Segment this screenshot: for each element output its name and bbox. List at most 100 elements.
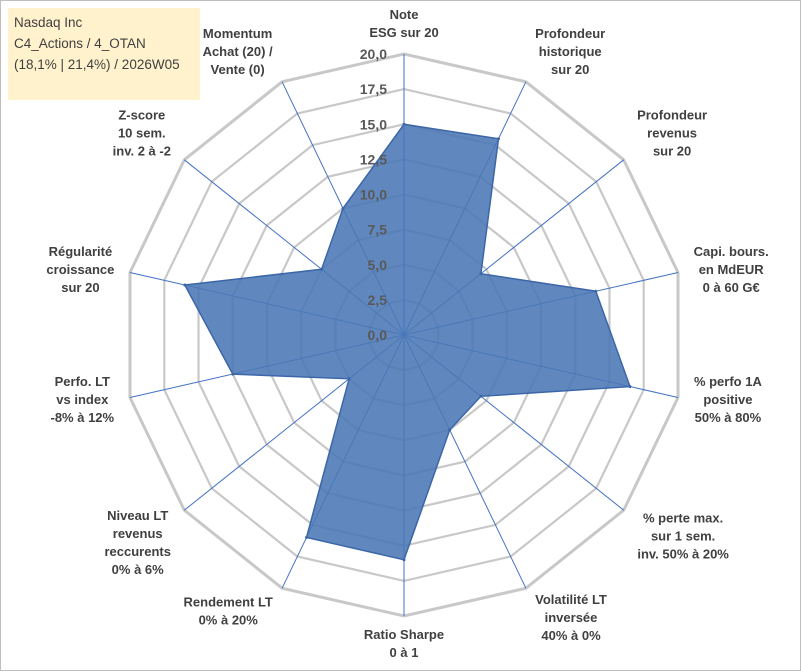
- axis-label-line: 0% à 6%: [112, 562, 164, 577]
- axis-label-line: Capi. bours.: [694, 244, 769, 259]
- axis-label-line: inversée: [545, 610, 598, 625]
- axis-label-line: Profondeur: [535, 26, 605, 41]
- axis-label: Régularité croissance sur 20: [46, 244, 114, 295]
- data-point: [594, 289, 598, 293]
- info-company: Nasdaq Inc: [14, 15, 83, 30]
- axis-label: Volatilité LT inversée 40% à 0%: [535, 592, 607, 643]
- info-box: Nasdaq Inc C4_Actions / 4_OTAN (18,1% | …: [8, 8, 200, 100]
- axis-label-line: Vente (0): [211, 62, 265, 77]
- tick-label: 12,5: [360, 151, 387, 167]
- axis-label-text: Profondeur historique sur 20: [535, 26, 605, 77]
- axis-label-line: croissance: [46, 262, 114, 277]
- axis-label-line: Achat (20) /: [203, 44, 273, 59]
- axis-label-line: Note: [390, 7, 419, 22]
- tick-labels: 0,0 2,5 5,0 7,5 10,0 12,5 15,0 17,5 20,0: [360, 46, 387, 343]
- axis-label-line: Ratio Sharpe: [364, 627, 444, 642]
- axis-label: Rendement LT 0% à 20%: [184, 595, 273, 628]
- axis-label-text: % perfo 1A positive 50% à 80%: [694, 374, 763, 425]
- axis-label: Momentum Achat (20) / Vente (0): [203, 26, 273, 77]
- axis-label: Perfo. LT vs index -8% à 12%: [51, 374, 115, 425]
- axis-label-line: reccurents: [104, 544, 170, 559]
- axis-label-line: sur 20: [653, 143, 691, 158]
- axis-labels: Note ESG sur 20 Profondeur historique sur 20…: [46, 7, 768, 660]
- data-point: [347, 377, 351, 381]
- axis-label-line: sur 20: [61, 280, 99, 295]
- tick-label: 20,0: [360, 46, 387, 62]
- axis-label: Capi. bours. en MdEUR 0 à 60 G€: [694, 244, 769, 295]
- axis-label: Niveau LT revenus reccurents 0% à 6%: [104, 508, 170, 577]
- data-point: [341, 206, 345, 210]
- axis-label-line: en MdEUR: [699, 262, 765, 277]
- axis-label-line: 40% à 0%: [541, 628, 601, 643]
- tick-label: 10,0: [360, 187, 387, 203]
- axis-label-line: Rendement LT: [184, 595, 273, 610]
- axis-label-text: Rendement LT 0% à 20%: [184, 595, 273, 628]
- info-category: C4_Actions / 4_OTAN: [14, 36, 146, 51]
- axis-label-line: Perfo. LT: [55, 374, 110, 389]
- data-point: [479, 272, 483, 276]
- data-point: [320, 267, 324, 271]
- axis-label-line: sur 20: [551, 62, 589, 77]
- axis-label-line: sur 1 sem.: [651, 529, 715, 544]
- tick-label: 15,0: [360, 116, 387, 132]
- axis-label-line: % perte max.: [643, 511, 723, 526]
- axis-label: % perte max. sur 1 sem. inv. 50% à 20%: [637, 511, 729, 562]
- tick-label: 7,5: [368, 222, 388, 238]
- axis-label-line: Niveau LT: [107, 508, 168, 523]
- axis-label-line: 50% à 80%: [695, 410, 762, 425]
- axis-label-line: 0% à 20%: [199, 613, 259, 628]
- series-area: [183, 123, 632, 561]
- tick-label: 2,5: [368, 292, 388, 308]
- axis-label: Profondeur revenus sur 20: [637, 107, 707, 158]
- axis-label-text: Capi. bours. en MdEUR 0 à 60 G€: [694, 244, 769, 295]
- axis-label-line: 0 à 1: [390, 645, 419, 660]
- axis-label-line: Profondeur: [637, 107, 707, 122]
- axis-label-text: Ratio Sharpe 0 à 1: [364, 627, 444, 660]
- axis-label-line: inv. 50% à 20%: [637, 547, 729, 562]
- data-point: [628, 385, 632, 389]
- axis-label: Z-score 10 sem. inv. 2 à -2: [113, 107, 171, 158]
- axis-label: % perfo 1A positive 50% à 80%: [694, 374, 763, 425]
- tick-label: 5,0: [368, 257, 388, 273]
- axis-label-line: 10 sem.: [118, 125, 166, 140]
- axis-label-text: Perfo. LT vs index -8% à 12%: [51, 374, 115, 425]
- axis-label-line: positive: [703, 392, 752, 407]
- tick-label: 17,5: [360, 81, 387, 97]
- tick-label: 0,0: [368, 327, 388, 343]
- axis-label: Ratio Sharpe 0 à 1: [364, 627, 444, 660]
- axis-label-text: Régularité croissance sur 20: [46, 244, 114, 295]
- series-layer: [183, 54, 632, 562]
- axis-label-text: Z-score 10 sem. inv. 2 à -2: [113, 107, 171, 158]
- axis-label: Note ESG sur 20: [369, 7, 438, 40]
- data-point: [305, 536, 308, 539]
- axis-label-line: Régularité: [49, 244, 113, 259]
- axis-label-line: Momentum: [203, 26, 272, 41]
- info-stats: (18,1% | 21,4%) / 2026W05: [14, 57, 180, 72]
- data-point: [183, 283, 187, 287]
- data-point: [497, 137, 500, 141]
- axis-label-text: Momentum Achat (20) / Vente (0): [203, 26, 273, 77]
- data-point: [231, 372, 235, 376]
- axis-label-line: inv. 2 à -2: [113, 143, 171, 158]
- data-point: [402, 558, 406, 562]
- axis-label-text: Note ESG sur 20: [369, 7, 438, 40]
- axis-label-line: ESG sur 20: [369, 25, 438, 40]
- axis-label-line: -8% à 12%: [51, 410, 115, 425]
- axis-label-line: 0 à 60 G€: [703, 280, 760, 295]
- data-point: [448, 428, 452, 432]
- axis-label-text: Profondeur revenus sur 20: [637, 107, 707, 158]
- axis-label-text: Niveau LT revenus reccurents 0% à 6%: [104, 508, 170, 577]
- axis-label: Profondeur historique sur 20: [535, 26, 605, 77]
- axis-label-line: revenus: [647, 125, 697, 140]
- axis-label-line: revenus: [113, 526, 163, 541]
- axis-label-line: vs index: [56, 392, 109, 407]
- axis-label-text: % perte max. sur 1 sem. inv. 50% à 20%: [637, 511, 729, 562]
- axis-label-text: Volatilité LT inversée 40% à 0%: [535, 592, 607, 643]
- axis-label-line: historique: [539, 44, 602, 59]
- axis-label-line: % perfo 1A: [694, 374, 763, 389]
- axis-label-line: Z-score: [118, 107, 165, 122]
- axis-label-line: Volatilité LT: [535, 592, 607, 607]
- data-point: [479, 394, 483, 398]
